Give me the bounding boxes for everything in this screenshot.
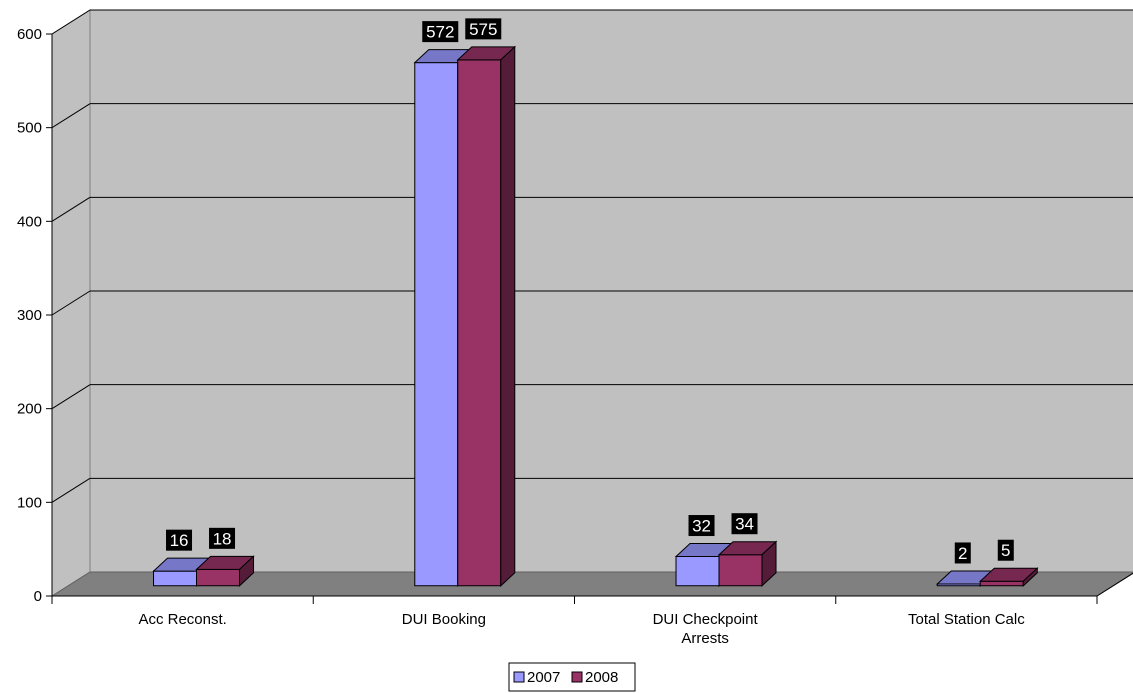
bar-side bbox=[500, 45, 516, 587]
bar-front bbox=[414, 62, 459, 587]
bar-front bbox=[153, 570, 198, 587]
data-label-bg bbox=[166, 529, 193, 551]
y-tick-label: 200 bbox=[17, 401, 42, 418]
y-tick-label: 100 bbox=[17, 494, 42, 511]
bars bbox=[152, 45, 1039, 587]
x-axis-depth bbox=[1096, 572, 1133, 597]
data-label: 34 bbox=[735, 515, 754, 534]
data-label-bg bbox=[422, 21, 459, 43]
y-tick-label: 600 bbox=[17, 26, 42, 43]
bar-front bbox=[196, 568, 241, 587]
x-tick-label: Acc Reconst. bbox=[138, 611, 226, 628]
data-labels: 16 18 572 575 32 34 2 5 bbox=[166, 18, 1014, 564]
bar-front bbox=[979, 580, 1024, 587]
legend-label: 2007 bbox=[527, 669, 560, 686]
gridline-side-600 bbox=[51, 9, 91, 35]
bar-side bbox=[1022, 567, 1038, 587]
data-label-bg bbox=[688, 515, 715, 537]
data-label-bg bbox=[209, 527, 236, 549]
data-label: 572 bbox=[426, 23, 454, 42]
gridline-side-100 bbox=[51, 477, 91, 503]
chart-walls bbox=[50, 9, 1133, 597]
gridline-side-500 bbox=[51, 103, 91, 129]
gridline-side-200 bbox=[51, 384, 91, 410]
legend-swatch bbox=[513, 671, 525, 683]
data-label-bg bbox=[465, 18, 502, 40]
axes: 0 100 200 300 400 500 600 Acc Reconst. DUI Booki… bbox=[17, 26, 1133, 647]
bar-front bbox=[457, 59, 502, 587]
legend-swatch bbox=[571, 671, 583, 683]
x-tick-label: DUI Booking bbox=[402, 611, 486, 628]
bar-front bbox=[675, 556, 720, 587]
bar-side bbox=[239, 555, 255, 587]
x-tick-label: Total Station Calc bbox=[908, 611, 1025, 628]
x-tick-label: DUI Checkpoint Arrests bbox=[653, 611, 759, 647]
legend: 2007 2008 bbox=[508, 662, 636, 692]
data-label: 2 bbox=[958, 544, 967, 563]
bar-2008-2 bbox=[717, 540, 778, 587]
bar-2008-3 bbox=[979, 567, 1039, 587]
legend-box bbox=[508, 662, 636, 692]
data-label: 16 bbox=[170, 531, 189, 550]
y-tick-label: 300 bbox=[17, 307, 42, 324]
bar-front bbox=[718, 554, 763, 587]
bar-side bbox=[761, 540, 777, 587]
data-label-bg bbox=[954, 542, 971, 564]
x-tick-label-line: DUI Booking bbox=[402, 611, 486, 628]
x-tick-label-line: Total Station Calc bbox=[908, 611, 1025, 628]
y-tick-label: 400 bbox=[17, 213, 42, 230]
x-tick-label-line: Arrests bbox=[681, 630, 729, 647]
y-tick-label: 0 bbox=[34, 588, 42, 605]
gridline-side-400 bbox=[51, 196, 91, 222]
bar-2008-1 bbox=[456, 45, 517, 587]
data-label-bg bbox=[731, 513, 758, 535]
gridline-side-300 bbox=[51, 290, 91, 316]
legend-label: 2008 bbox=[585, 669, 618, 686]
data-label: 32 bbox=[692, 517, 711, 536]
x-tick-label-line: Acc Reconst. bbox=[138, 611, 226, 628]
x-tick-label-line: DUI Checkpoint bbox=[653, 611, 759, 628]
y-tick-label: 500 bbox=[17, 120, 42, 137]
data-label-bg bbox=[997, 539, 1014, 561]
data-label: 5 bbox=[1001, 541, 1010, 560]
gridlines bbox=[51, 9, 1133, 503]
bar-2008-0 bbox=[195, 555, 255, 587]
data-label: 575 bbox=[469, 20, 497, 39]
data-label: 18 bbox=[213, 529, 232, 548]
